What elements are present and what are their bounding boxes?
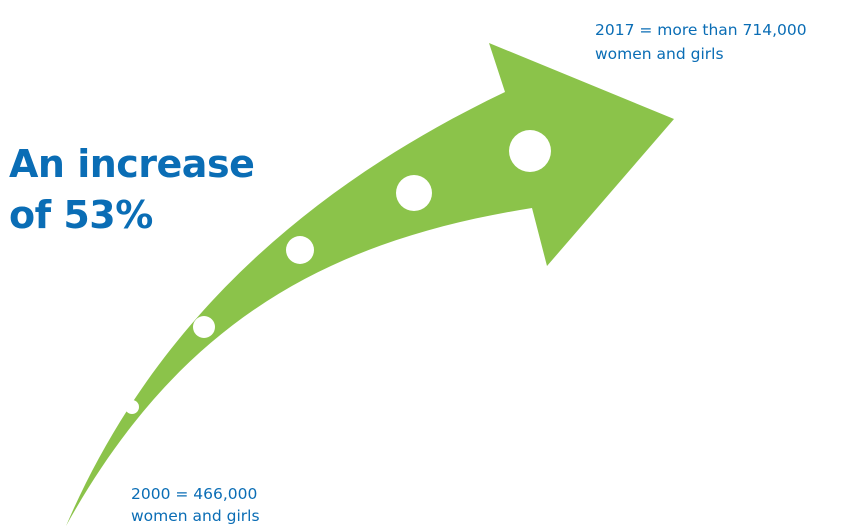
progress-dot-icon (509, 130, 551, 172)
progress-dot-icon (286, 236, 314, 264)
curved-growth-arrow-icon (66, 43, 674, 526)
start-value-label: 2000 = 466,000 women and girls (131, 483, 331, 527)
headline: An increase of 53% (9, 139, 309, 241)
end-value-line-1: 2017 = more than 714,000 (595, 21, 807, 39)
end-value-label: 2017 = more than 714,000 women and girls (595, 18, 865, 66)
progress-dot-icon (396, 175, 432, 211)
end-value-line-2: women and girls (595, 45, 724, 63)
progress-dot-icon (193, 316, 215, 338)
progress-dot-icon (125, 400, 139, 414)
headline-line-2: of 53% (9, 193, 153, 237)
headline-line-1: An increase (9, 142, 255, 186)
start-value-line-2: women and girls (131, 507, 260, 525)
start-value-line-1: 2000 = 466,000 (131, 485, 258, 503)
